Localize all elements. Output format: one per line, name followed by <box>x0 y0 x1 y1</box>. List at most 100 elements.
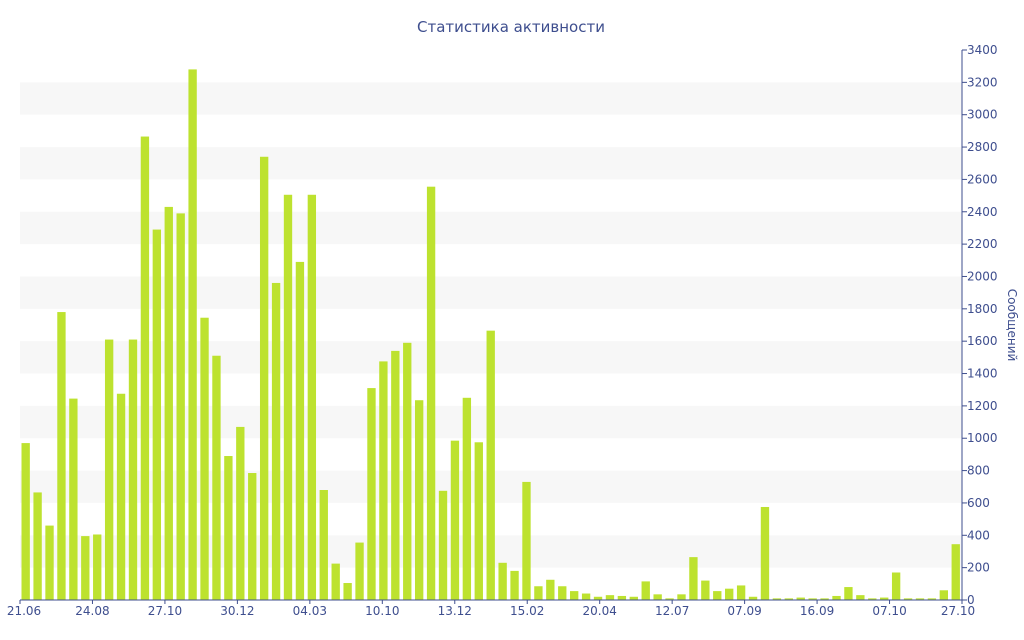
x-tick-label: 21.06 <box>7 604 41 618</box>
bar <box>534 586 543 600</box>
bar <box>558 586 567 600</box>
x-tick-label: 30.12 <box>220 604 254 618</box>
bar <box>69 398 78 600</box>
bar <box>605 595 615 600</box>
bar <box>915 598 925 600</box>
chart-title: Статистика активности <box>417 18 605 36</box>
bar <box>844 587 853 600</box>
x-tick-label: 10.10 <box>365 604 399 618</box>
bar <box>629 596 638 600</box>
bar <box>343 583 352 600</box>
bar <box>414 400 424 600</box>
bar <box>546 579 555 600</box>
bar <box>903 598 913 600</box>
bar <box>283 194 293 600</box>
bar <box>21 443 30 600</box>
bar <box>355 542 364 600</box>
bar <box>271 282 281 600</box>
bar <box>81 536 90 600</box>
bar <box>307 194 317 600</box>
bar <box>319 490 328 600</box>
bar <box>808 598 817 600</box>
y-axis-label: Сообщений <box>1005 289 1019 362</box>
x-tick-label: 12.07 <box>655 604 689 618</box>
x-tick-label: 27.10 <box>148 604 182 618</box>
bar <box>701 580 710 600</box>
y-tick-label: 800 <box>967 464 990 478</box>
y-tick-label: 2200 <box>967 237 998 251</box>
bar <box>212 355 221 600</box>
x-tick-label: 27.10 <box>941 604 975 618</box>
bar <box>188 69 197 601</box>
y-tick-label: 400 <box>967 528 990 542</box>
y-tick-label: 1600 <box>967 334 998 348</box>
bar <box>832 595 841 600</box>
x-tick-label: 20.04 <box>583 604 617 618</box>
y-tick-label: 3200 <box>967 75 998 89</box>
x-tick-label: 24.08 <box>75 604 109 618</box>
bar <box>593 596 603 600</box>
bar <box>93 534 102 600</box>
bar <box>45 525 54 600</box>
grid-band <box>20 82 962 115</box>
y-tick-label: 3400 <box>967 43 998 57</box>
y-axis-ticks: 0 200 400 600 800 1000 1200 1400 1600 1800 2000 220… <box>962 43 998 607</box>
bar <box>713 591 722 600</box>
bar <box>295 261 305 600</box>
bar <box>856 595 865 600</box>
y-tick-label: 1200 <box>967 399 998 413</box>
grid-band <box>20 147 962 180</box>
x-tick-label: 15.02 <box>510 604 544 618</box>
bar <box>438 490 448 600</box>
y-tick-label: 2000 <box>967 269 998 283</box>
bar <box>104 339 114 600</box>
bar <box>689 557 698 600</box>
x-axis-ticks: 21.06 24.08 27.10 30.12 04.03 10.10 13.12 15.02… <box>7 600 975 618</box>
bar <box>391 350 400 600</box>
bar <box>868 598 877 600</box>
bar-series <box>21 69 960 601</box>
y-tick-label: 1800 <box>967 302 998 316</box>
grid-band <box>20 211 962 245</box>
bar <box>796 597 805 600</box>
bar <box>653 594 662 600</box>
bar <box>224 456 233 600</box>
y-tick-label: 0 <box>967 593 975 607</box>
bar <box>581 593 591 600</box>
y-tick-label: 2800 <box>967 140 998 154</box>
bar <box>116 393 126 600</box>
bar <box>379 361 388 600</box>
y-tick-label: 2400 <box>967 205 998 219</box>
bar <box>331 563 340 600</box>
bar <box>426 186 436 601</box>
bar <box>522 481 531 600</box>
bar <box>677 594 686 600</box>
bar <box>164 206 173 601</box>
bar <box>665 598 674 600</box>
bar <box>367 388 376 600</box>
bar <box>570 591 579 600</box>
bar <box>820 598 829 600</box>
x-tick-label: 07.10 <box>872 604 906 618</box>
bar <box>474 442 483 600</box>
y-tick-label: 2600 <box>967 172 998 186</box>
bar <box>128 339 138 600</box>
bar <box>236 426 245 600</box>
bar <box>880 597 889 600</box>
bar <box>784 598 793 600</box>
bar <box>748 596 758 600</box>
bar <box>641 581 650 600</box>
x-tick-label: 04.03 <box>293 604 327 618</box>
x-tick-label: 07.09 <box>727 604 761 618</box>
grid-band <box>20 276 962 309</box>
bar <box>927 598 937 600</box>
bar <box>152 229 162 600</box>
bar <box>57 312 66 600</box>
bar <box>891 572 901 600</box>
bar <box>259 156 269 600</box>
bar <box>736 585 746 600</box>
bar <box>403 342 412 600</box>
bar <box>450 440 460 600</box>
x-tick-label: 16.09 <box>800 604 834 618</box>
